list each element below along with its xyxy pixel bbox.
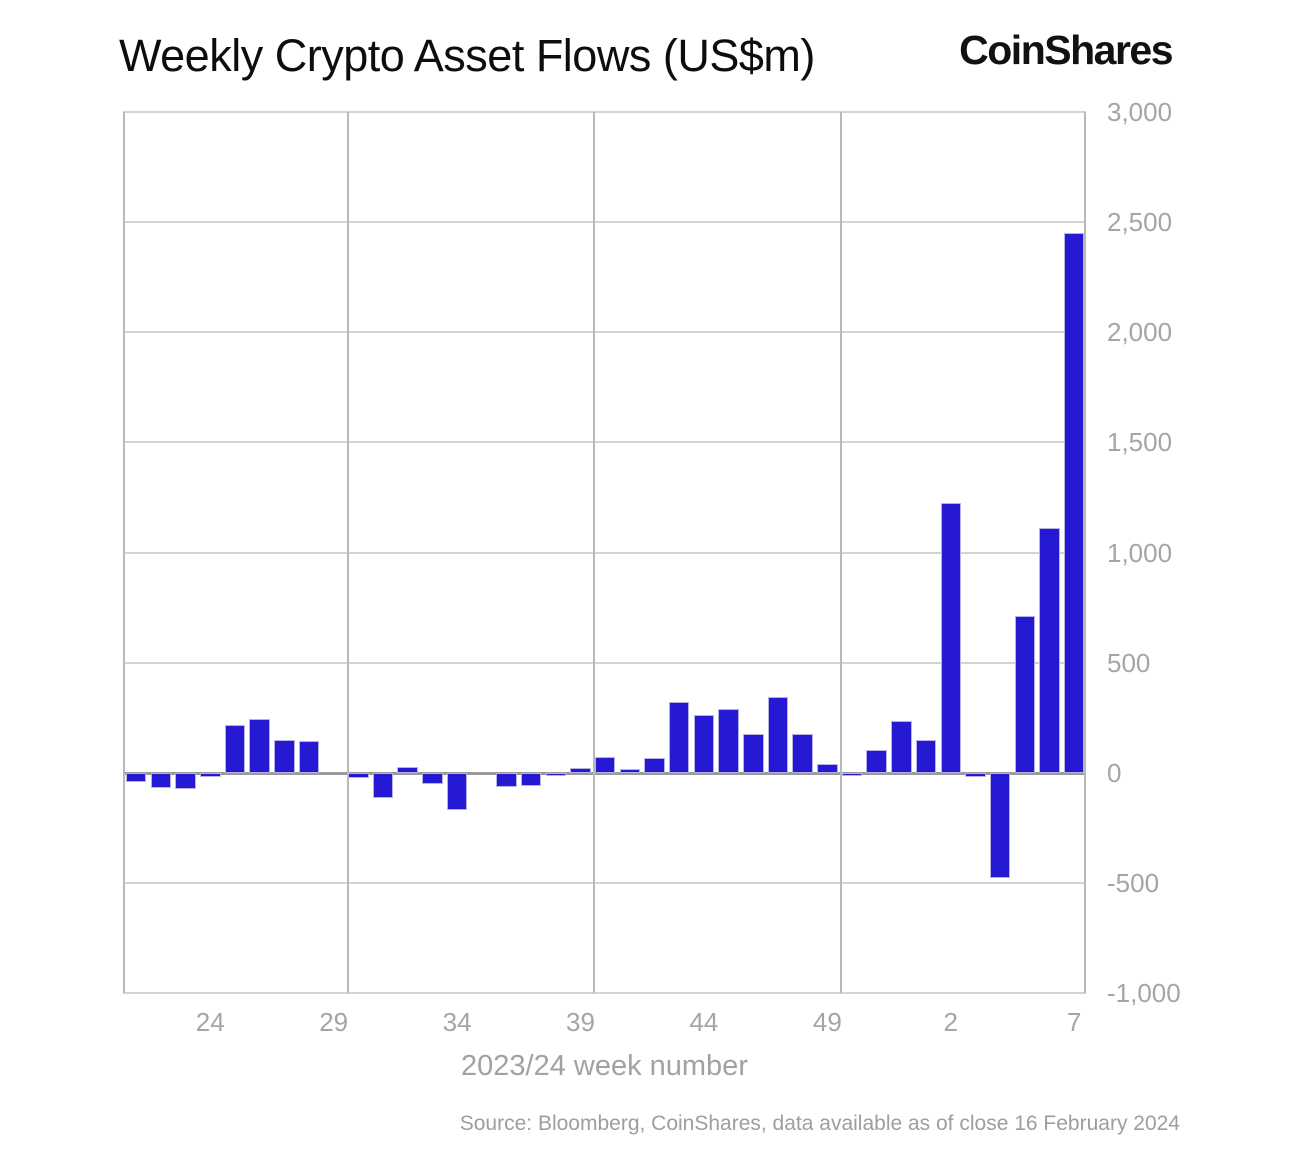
x-tick-label-39: 39 (566, 1007, 595, 1037)
bar-week-28 (298, 740, 320, 773)
y-gridline (123, 221, 1086, 224)
x-axis-title: 2023/24 week number (461, 1050, 748, 1082)
bar-week-45 (718, 708, 739, 773)
bar-week-5 (1014, 616, 1036, 773)
bar-week-22 (150, 772, 172, 789)
x-tick-label-7: 7 (1066, 1007, 1082, 1037)
bar-week-47 (767, 696, 789, 773)
bar-week-36 (496, 772, 517, 788)
y-tick-label: 0 (1107, 757, 1122, 788)
x-tick-label-44: 44 (689, 1007, 719, 1037)
bar-week-23 (175, 772, 196, 790)
x-tick-label-34: 34 (442, 1007, 472, 1037)
bar-week-30 (348, 772, 369, 779)
bar-week-43 (668, 702, 690, 773)
y-gridline (123, 441, 1086, 444)
bar-week-32 (397, 767, 418, 773)
source-note: Source: Bloomberg, CoinShares, data avai… (459, 1112, 1180, 1135)
y-tick-label: 2,500 (1107, 207, 1173, 238)
bar-week-49 (817, 763, 838, 773)
bar-week-37 (520, 772, 542, 786)
x-tick-label-2: 2 (943, 1007, 958, 1037)
bar-week-7 (1063, 233, 1085, 773)
bar-week-25 (224, 725, 246, 773)
bar-week-48 (792, 734, 813, 773)
y-gridline (123, 992, 1086, 994)
bar-week-33 (422, 772, 443, 784)
bar-week-27 (274, 739, 295, 773)
bar-week-26 (249, 718, 270, 773)
chart-title: Weekly Crypto Asset Flows (US$m) (119, 30, 815, 81)
bar-week-21 (125, 772, 147, 782)
plot-area (123, 111, 1086, 994)
x-tick-label-49: 49 (812, 1007, 842, 1037)
y-tick-label: 2,000 (1107, 317, 1173, 348)
y-gridline (123, 881, 1086, 884)
y-tick-label: 3,000 (1107, 97, 1173, 127)
bar-week-2 (940, 502, 962, 773)
panel-border (123, 112, 125, 993)
x-gridline (592, 112, 595, 993)
y-tick-label: 1,000 (1107, 537, 1173, 568)
bar-week-41 (619, 769, 641, 773)
y-tick-label: 1,500 (1107, 427, 1173, 458)
bar-week-3 (965, 772, 986, 778)
x-gridline (840, 112, 842, 993)
bar-week-52 (891, 720, 912, 773)
bar-week-46 (743, 734, 764, 773)
y-tick-label: -500 (1107, 867, 1160, 898)
y-gridline (123, 551, 1086, 554)
bar-week-50 (841, 772, 863, 777)
x-tick-label-29: 29 (319, 1007, 349, 1037)
y-gridline (123, 661, 1086, 664)
bar-week-44 (693, 715, 715, 773)
y-tick-label: -1,000 (1107, 978, 1181, 1008)
y-tick-label: 500 (1107, 647, 1151, 678)
bar-week-38 (545, 772, 567, 777)
bar-week-34 (446, 772, 468, 811)
panel-border (1084, 112, 1086, 993)
bar-week-31 (372, 772, 394, 799)
zero-gridline (123, 771, 1086, 775)
bar-week-1 (915, 739, 937, 773)
bar-week-4 (989, 772, 1011, 879)
y-gridline (123, 331, 1086, 334)
x-tick-label-24: 24 (195, 1007, 225, 1037)
y-gridline (123, 111, 1086, 113)
coinshares-logo: CoinShares (959, 27, 1173, 73)
bar-week-40 (594, 757, 616, 773)
bar-week-6 (1039, 528, 1060, 773)
bar-week-51 (866, 749, 887, 773)
x-gridline (346, 112, 349, 993)
bar-week-24 (200, 772, 221, 778)
bar-week-42 (644, 758, 665, 773)
bar-week-39 (570, 768, 591, 773)
